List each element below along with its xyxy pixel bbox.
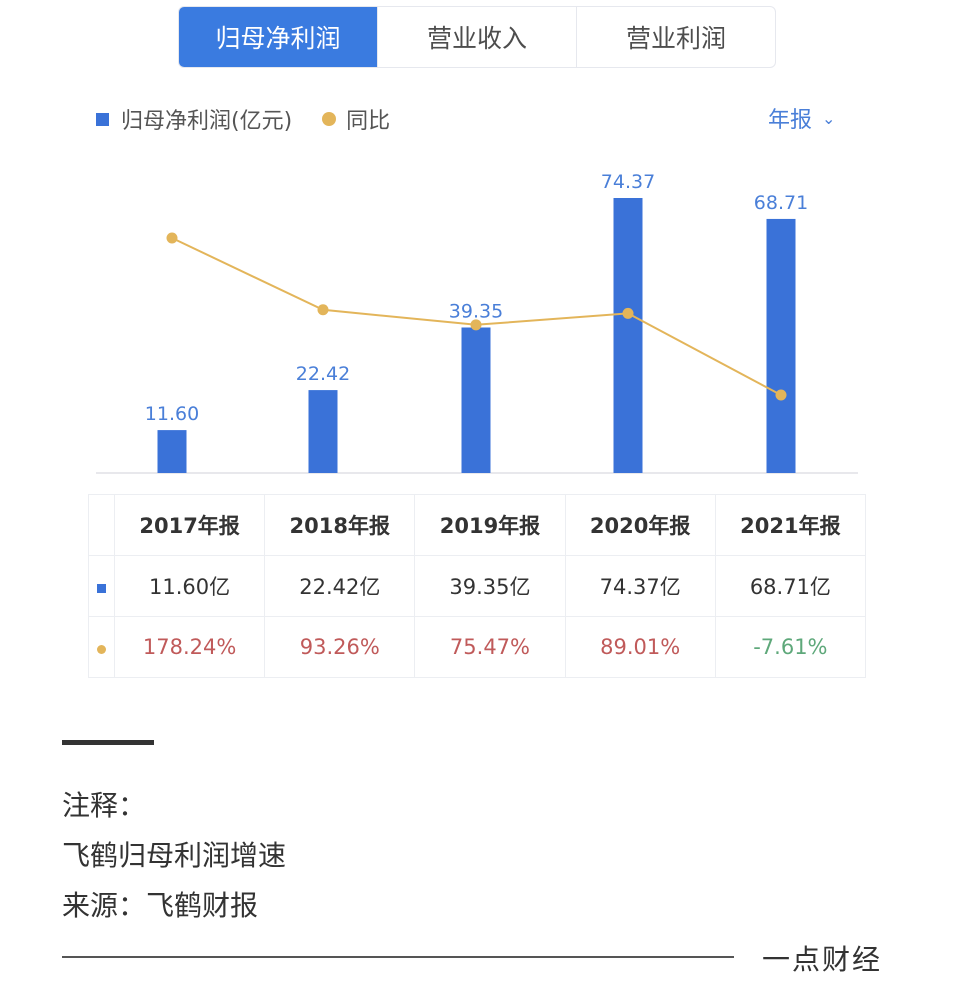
table-cell: 178.24% <box>113 616 266 678</box>
bar-value-label: 74.37 <box>601 171 655 193</box>
table-header-cell: 2020年报 <box>564 494 716 556</box>
table-cell: 22.42亿 <box>264 555 416 617</box>
line-marker <box>97 645 106 654</box>
data-table: 2017年报 2018年报 2019年报 2020年报 2021年报 11.60… <box>88 494 867 678</box>
note-line: 飞鹤归母利润增速 <box>62 839 287 872</box>
bar <box>308 390 338 473</box>
tab-revenue[interactable]: 营业收入 <box>377 7 576 67</box>
line-legend-label: 同比 <box>346 109 391 134</box>
table-header-cell: 2017年报 <box>113 494 266 556</box>
tab-net-profit[interactable]: 归母净利润 <box>179 7 377 67</box>
table-cell: 68.71亿 <box>714 555 867 617</box>
yoy-point <box>775 389 787 401</box>
chart-legend: 归母净利润(亿元) 同比 <box>96 103 390 135</box>
bar <box>461 327 491 473</box>
yoy-point <box>622 307 634 319</box>
table-cell: 93.26% <box>264 616 416 678</box>
table-cell: 74.37亿 <box>564 555 716 617</box>
bar-marker <box>97 584 106 593</box>
bar-value-label: 11.60 <box>145 403 199 425</box>
table-cell: 39.35亿 <box>414 555 566 617</box>
yoy-point <box>317 304 329 316</box>
table-header-cell: 2018年报 <box>264 494 416 556</box>
line-legend-swatch <box>322 112 337 126</box>
table-header-row: 2017年报 2018年报 2019年报 2020年报 2021年报 <box>88 494 867 556</box>
bar-value-label: 68.71 <box>754 192 808 214</box>
table-cell <box>88 616 115 678</box>
bar <box>613 198 643 473</box>
chart-area: 11.60 22.42 39.35 74.37 68.71 <box>96 171 858 474</box>
bar-legend-label: 归母净利润(亿元) <box>121 109 293 134</box>
bar-value-label: 22.42 <box>296 363 350 385</box>
divider <box>62 956 734 958</box>
period-label: 年报 <box>768 108 813 133</box>
note-title: 注释： <box>62 789 147 822</box>
chevron-down-icon: ⌄ <box>822 108 836 128</box>
table-cell <box>88 555 115 617</box>
metric-tabs: 归母净利润 营业收入 营业利润 <box>178 6 776 68</box>
bar-value-label: 39.35 <box>449 300 503 322</box>
table-cell <box>88 494 115 556</box>
period-selector[interactable]: 年报 ⌄ <box>768 102 835 134</box>
table-row: 11.60亿 22.42亿 39.35亿 74.37亿 68.71亿 <box>88 555 867 617</box>
table-header-cell: 2019年报 <box>414 494 566 556</box>
bar-legend-swatch <box>96 112 109 126</box>
yoy-point <box>166 232 178 244</box>
bar <box>157 430 187 473</box>
tab-operating-profit[interactable]: 营业利润 <box>576 7 775 67</box>
table-cell: 11.60亿 <box>113 555 266 617</box>
note-source: 来源：飞鹤财报 <box>62 889 259 922</box>
yoy-point <box>470 319 482 331</box>
divider <box>62 740 154 745</box>
table-cell: 75.47% <box>414 616 566 678</box>
brand-label: 一点财经 <box>762 943 883 976</box>
table-row: 178.24% 93.26% 75.47% 89.01% -7.61% <box>88 616 867 678</box>
table-cell: 89.01% <box>564 616 716 678</box>
table-cell: -7.61% <box>714 616 867 678</box>
table-header-cell: 2021年报 <box>714 494 867 556</box>
bar <box>766 218 796 473</box>
